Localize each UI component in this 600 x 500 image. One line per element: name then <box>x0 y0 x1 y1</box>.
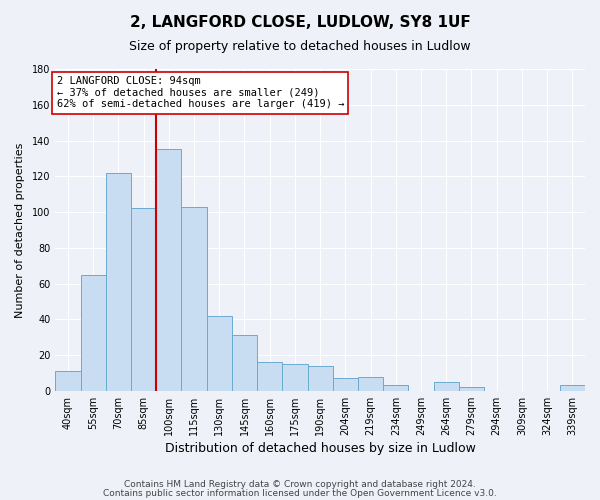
Text: 2, LANGFORD CLOSE, LUDLOW, SY8 1UF: 2, LANGFORD CLOSE, LUDLOW, SY8 1UF <box>130 15 470 30</box>
Bar <box>383 386 409 391</box>
Text: Size of property relative to detached houses in Ludlow: Size of property relative to detached ho… <box>129 40 471 53</box>
Bar <box>358 376 383 391</box>
Text: Contains public sector information licensed under the Open Government Licence v3: Contains public sector information licen… <box>103 488 497 498</box>
Bar <box>131 208 156 391</box>
Text: Contains HM Land Registry data © Crown copyright and database right 2024.: Contains HM Land Registry data © Crown c… <box>124 480 476 489</box>
Bar <box>308 366 333 391</box>
Bar <box>156 150 181 391</box>
Text: 2 LANGFORD CLOSE: 94sqm
← 37% of detached houses are smaller (249)
62% of semi-d: 2 LANGFORD CLOSE: 94sqm ← 37% of detache… <box>56 76 344 110</box>
X-axis label: Distribution of detached houses by size in Ludlow: Distribution of detached houses by size … <box>165 442 476 455</box>
Bar <box>80 274 106 391</box>
Bar <box>232 336 257 391</box>
Bar <box>181 206 206 391</box>
Bar <box>206 316 232 391</box>
Bar <box>333 378 358 391</box>
Bar <box>459 387 484 391</box>
Bar <box>283 364 308 391</box>
Bar <box>434 382 459 391</box>
Bar <box>106 172 131 391</box>
Bar <box>257 362 283 391</box>
Y-axis label: Number of detached properties: Number of detached properties <box>15 142 25 318</box>
Bar <box>55 371 80 391</box>
Bar <box>560 386 585 391</box>
